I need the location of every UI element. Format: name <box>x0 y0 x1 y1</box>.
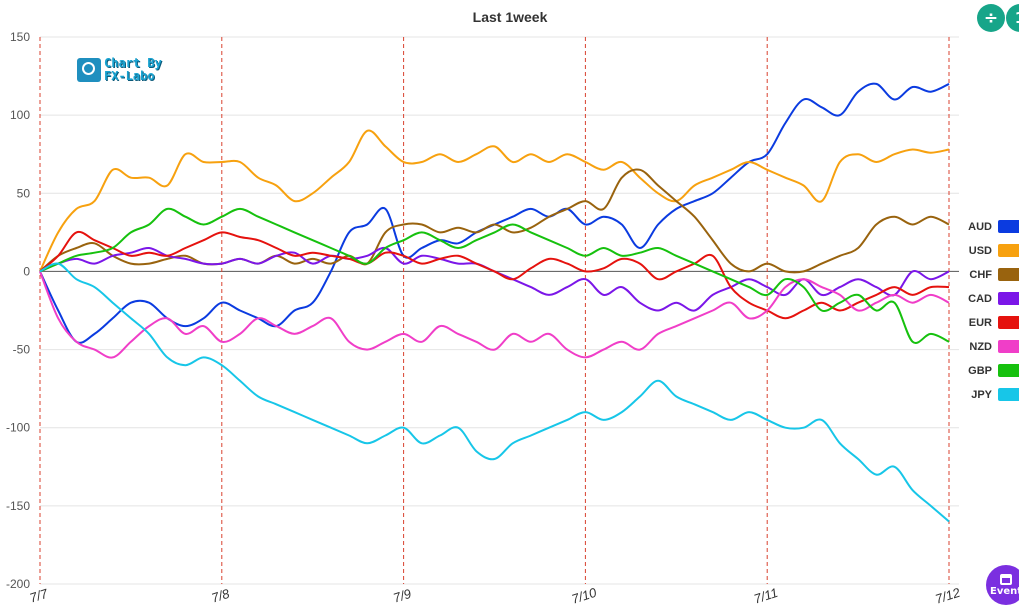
divide-toggle-button[interactable]: ÷ <box>977 4 1005 32</box>
legend-label-aud[interactable]: AUD <box>968 221 992 233</box>
series-line-chf <box>39 168 950 274</box>
logo-line-1: Chart By <box>104 56 162 70</box>
calendar-icon <box>1000 573 1012 585</box>
legend-swatch-cad[interactable] <box>998 292 1019 305</box>
legend-label-nzd[interactable]: NZD <box>969 341 992 353</box>
legend-swatch-eur[interactable] <box>998 316 1019 329</box>
chart-by-fx-labo-logo: Chart By FX-Labo <box>77 57 162 83</box>
legend-swatch-nzd[interactable] <box>998 340 1019 353</box>
y-tick-label: -200 <box>6 577 30 591</box>
legend-swatch-usd[interactable] <box>998 244 1019 257</box>
series-line-gbp <box>39 207 950 344</box>
series-line-eur <box>39 230 950 320</box>
logo-line-2: FX-Labo <box>104 69 155 83</box>
x-tick-label: 7/10 <box>570 584 599 606</box>
y-tick-label: 0 <box>23 264 30 278</box>
y-tick-label: 50 <box>17 186 31 200</box>
legend-swatch-aud[interactable] <box>998 220 1019 233</box>
legend-label-eur[interactable]: EUR <box>969 317 992 329</box>
legend-swatch-jpy[interactable] <box>998 388 1019 401</box>
legend-label-usd[interactable]: USD <box>969 245 992 257</box>
legend-label-cad[interactable]: CAD <box>968 293 992 305</box>
legend-label-jpy[interactable]: JPY <box>971 389 992 401</box>
y-tick-label: -100 <box>6 421 30 435</box>
series-line-jpy <box>39 262 950 523</box>
y-tick-label: -150 <box>6 499 30 513</box>
x-tick-label: 7/8 <box>209 586 232 606</box>
legend-label-gbp[interactable]: GBP <box>968 365 992 377</box>
legend-label-chf[interactable]: CHF <box>969 269 992 281</box>
y-tick-label: 100 <box>10 108 30 122</box>
events-button[interactable]: Event <box>986 565 1019 605</box>
magnifier-icon <box>77 58 101 82</box>
y-tick-label: 150 <box>10 30 30 44</box>
legend-swatch-chf[interactable] <box>998 268 1019 281</box>
legend-swatch-gbp[interactable] <box>998 364 1019 377</box>
series-line-usd <box>39 129 950 272</box>
chart-title: Last 1week <box>473 9 548 25</box>
y-tick-label: -50 <box>13 343 31 357</box>
toolbar-button[interactable]: 1 <box>1006 4 1019 32</box>
events-label: Event <box>989 585 1019 597</box>
x-tick-label: 7/9 <box>391 586 413 606</box>
x-tick-label: 7/11 <box>752 585 780 607</box>
series-line-nzd <box>39 271 950 359</box>
x-tick-label: 7/12 <box>933 584 962 606</box>
x-tick-label: 7/7 <box>28 586 51 606</box>
series-line-aud <box>39 82 950 344</box>
